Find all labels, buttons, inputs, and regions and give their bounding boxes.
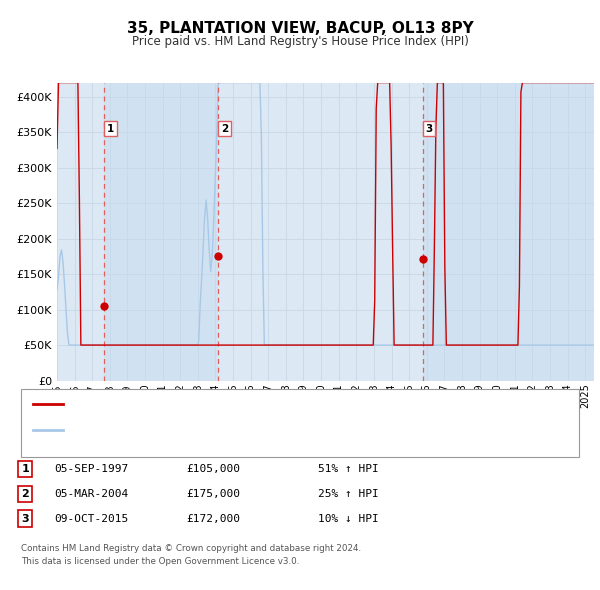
- Text: £172,000: £172,000: [186, 514, 240, 523]
- Text: Contains HM Land Registry data © Crown copyright and database right 2024.: Contains HM Land Registry data © Crown c…: [21, 545, 361, 553]
- Text: This data is licensed under the Open Government Licence v3.0.: This data is licensed under the Open Gov…: [21, 558, 299, 566]
- Text: 35, PLANTATION VIEW, BACUP, OL13 8PY: 35, PLANTATION VIEW, BACUP, OL13 8PY: [127, 21, 473, 35]
- Bar: [104, 83, 218, 381]
- Text: £175,000: £175,000: [186, 489, 240, 499]
- Text: 05-SEP-1997: 05-SEP-1997: [54, 464, 128, 474]
- Text: 25% ↑ HPI: 25% ↑ HPI: [318, 489, 379, 499]
- Text: 51% ↑ HPI: 51% ↑ HPI: [318, 464, 379, 474]
- Text: £105,000: £105,000: [186, 464, 240, 474]
- Text: 2: 2: [221, 124, 229, 134]
- Text: 1: 1: [22, 464, 29, 474]
- Text: 3: 3: [22, 514, 29, 523]
- Bar: [422, 83, 594, 381]
- Text: 09-OCT-2015: 09-OCT-2015: [54, 514, 128, 523]
- Text: 3: 3: [425, 124, 433, 134]
- Text: Price paid vs. HM Land Registry's House Price Index (HPI): Price paid vs. HM Land Registry's House …: [131, 35, 469, 48]
- Text: 05-MAR-2004: 05-MAR-2004: [54, 489, 128, 499]
- Text: 1: 1: [107, 124, 114, 134]
- Text: HPI: Average price, detached house, Rossendale: HPI: Average price, detached house, Ross…: [69, 425, 368, 435]
- Text: 35, PLANTATION VIEW, BACUP, OL13 8PY (detached house): 35, PLANTATION VIEW, BACUP, OL13 8PY (de…: [69, 399, 413, 408]
- Text: 2: 2: [22, 489, 29, 499]
- Text: 10% ↓ HPI: 10% ↓ HPI: [318, 514, 379, 523]
